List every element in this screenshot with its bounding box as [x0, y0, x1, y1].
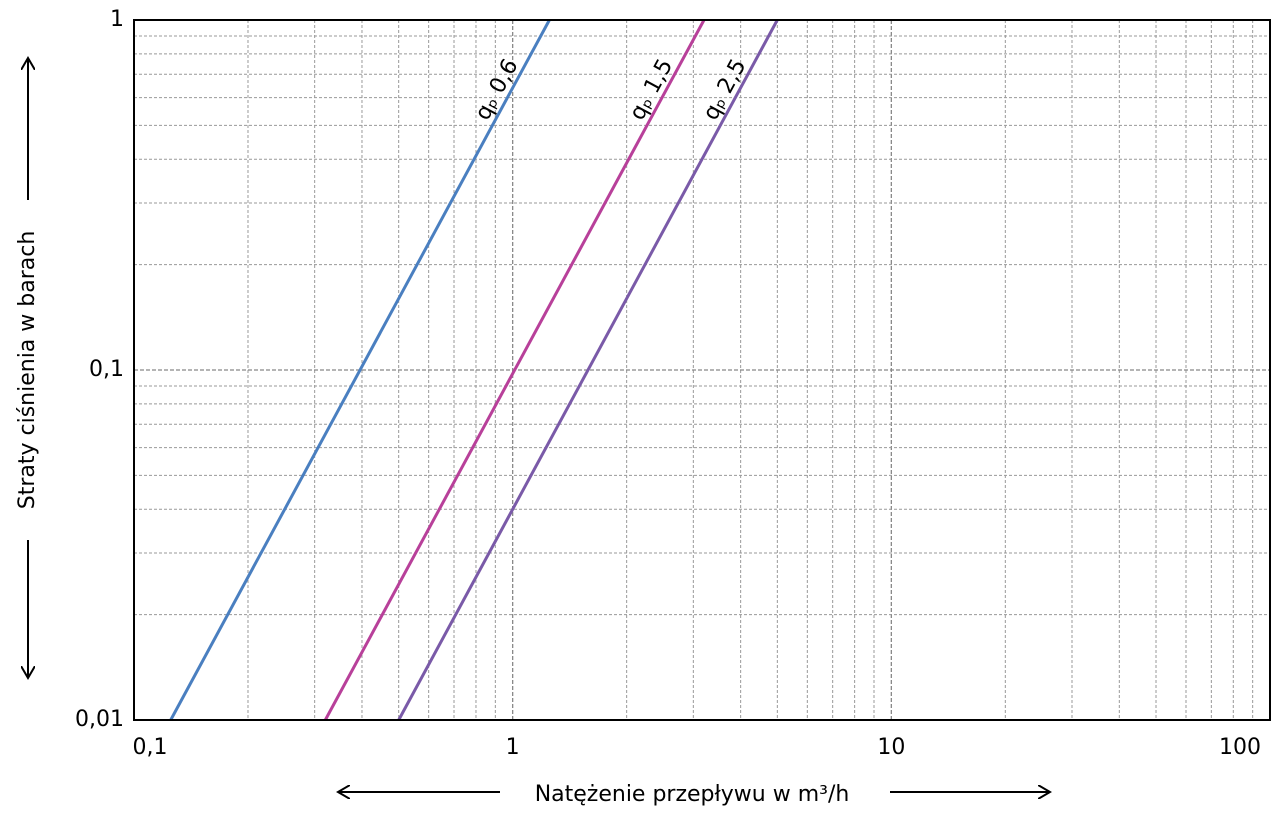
- y-tick-label: 1: [110, 7, 124, 32]
- series-line: [397, 19, 779, 721]
- x-tick-label: 100: [1219, 735, 1261, 760]
- series-label: qₚ 2,5: [698, 55, 751, 124]
- series-label: qₚ 0,6: [471, 55, 524, 124]
- lines: [169, 19, 779, 721]
- x-tick-label: 0,1: [133, 735, 168, 760]
- series-line: [323, 19, 706, 721]
- x-tick-label: 10: [877, 735, 905, 760]
- x-tick-label: 1: [506, 735, 520, 760]
- series-line: [169, 19, 551, 721]
- plot-frame: [133, 19, 1271, 721]
- y-tick-label: 0,01: [75, 707, 124, 732]
- y-tick-label: 0,1: [89, 357, 124, 382]
- grid: [133, 19, 1271, 721]
- x-axis-label: Natężenie przepływu w m³/h: [535, 782, 850, 807]
- y-axis-label: Straty ciśnienia w barach: [15, 231, 40, 510]
- series-label: qₚ 1,5: [625, 55, 678, 124]
